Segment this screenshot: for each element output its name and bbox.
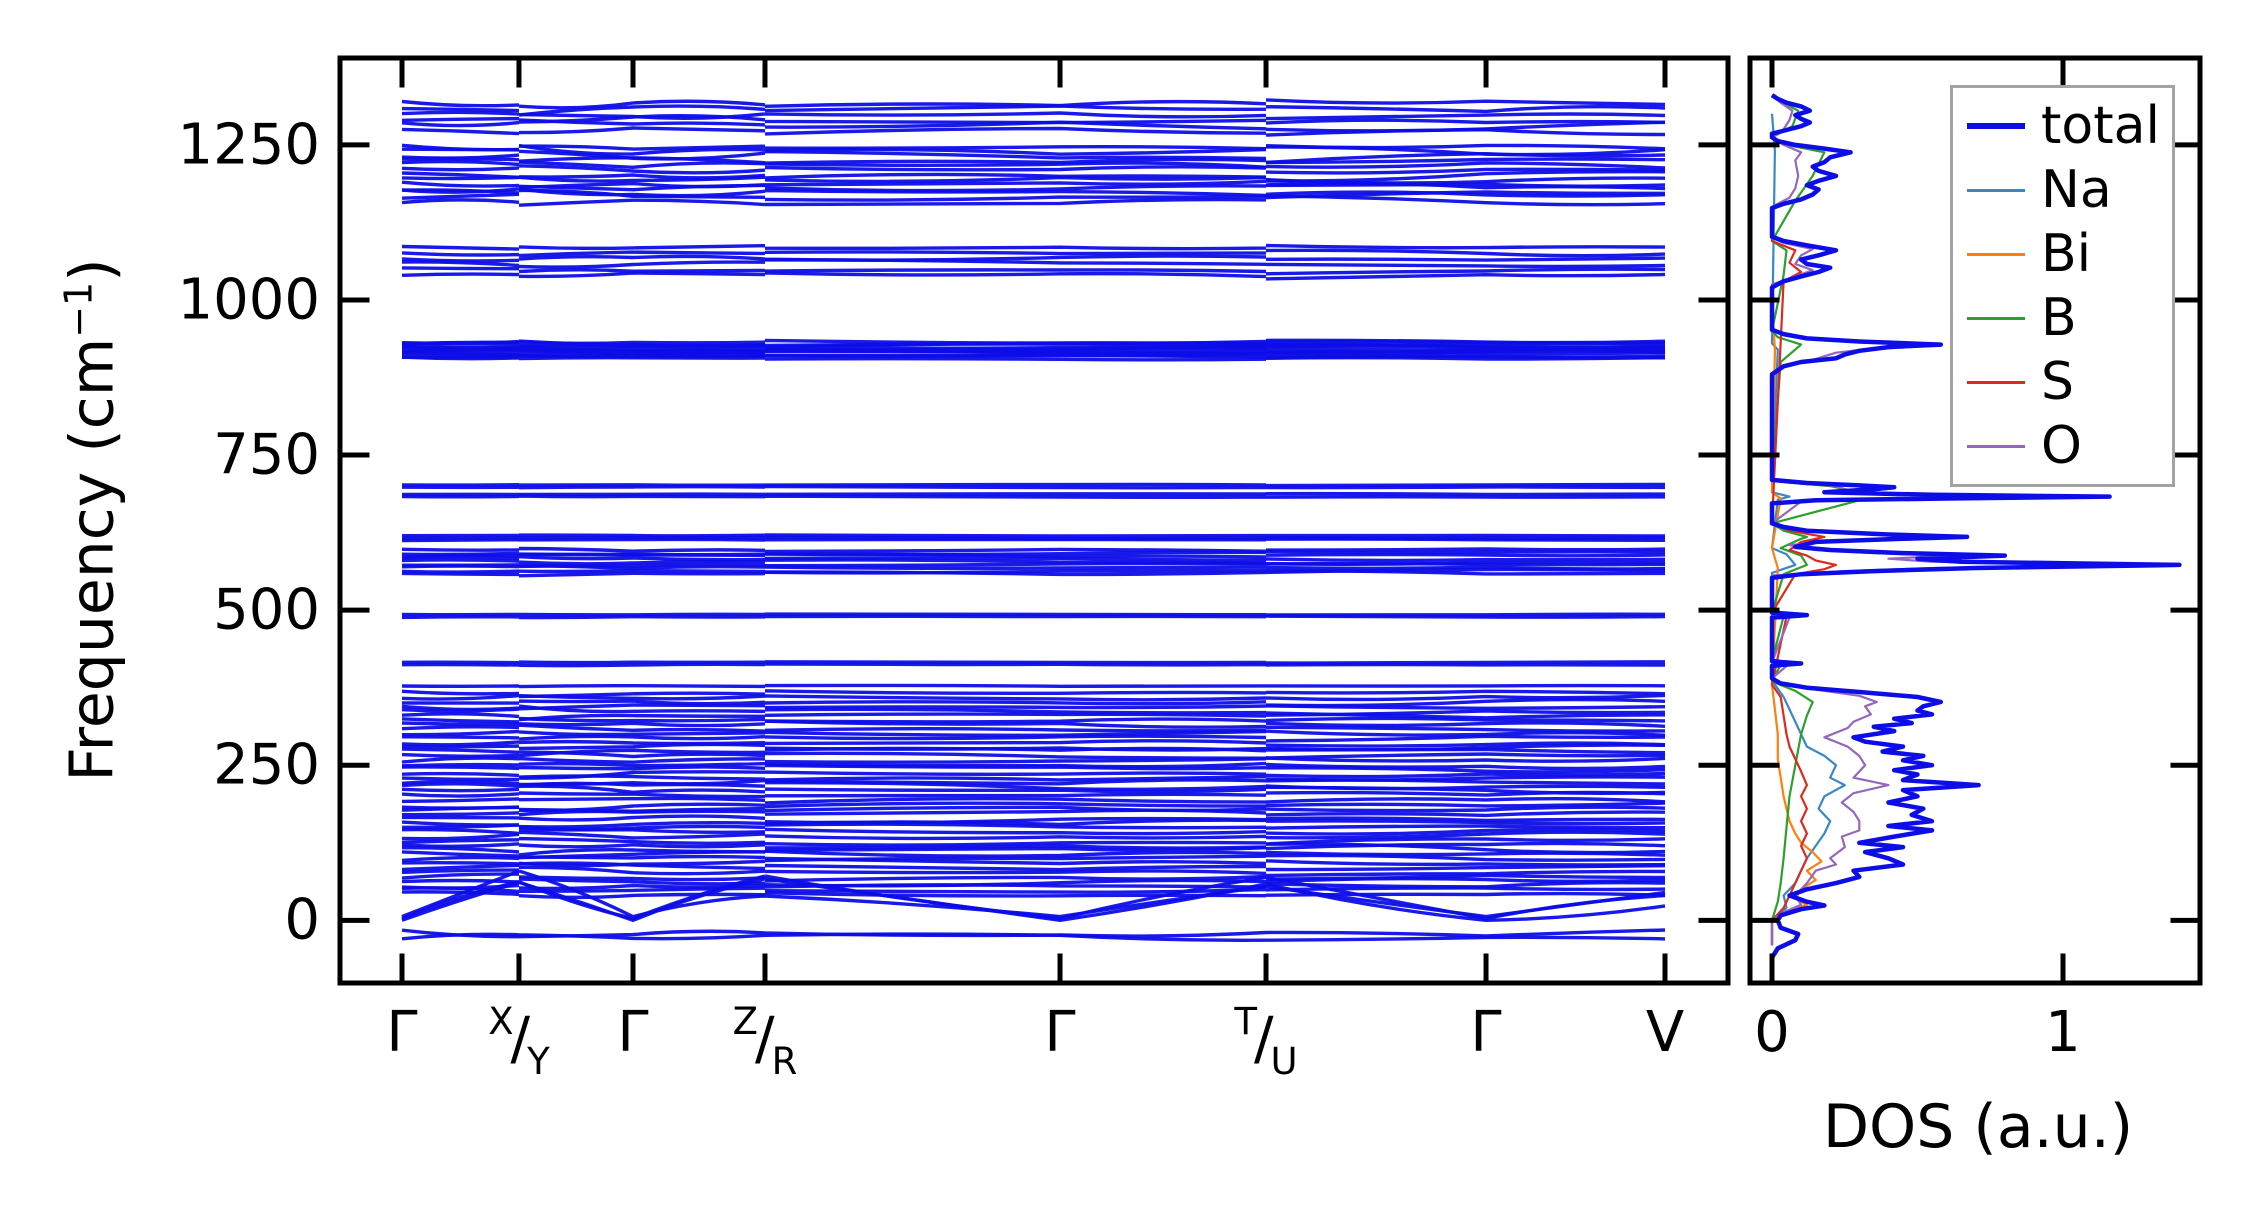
legend-item-total: total <box>1967 100 2172 152</box>
legend-item-label: O <box>2041 416 2082 476</box>
kpath-label: V <box>1645 1000 1685 1065</box>
phonon-band-lines <box>401 98 1666 942</box>
legend-item-B: B <box>1967 292 2172 344</box>
kpath-label: Z/R <box>732 1000 798 1083</box>
y-axis-label: Frequency (cm−1) <box>57 258 128 781</box>
legend-item-S: S <box>1967 356 2172 408</box>
kpath-label: Γ <box>1470 1000 1502 1065</box>
kpath-label: X/Y <box>488 1000 550 1083</box>
legend-item-Na: Na <box>1967 164 2172 216</box>
kpath-label: Γ <box>1044 1000 1076 1065</box>
y-tick-label: 500 <box>213 577 320 643</box>
y-tick-label: 250 <box>213 732 320 798</box>
legend-line-sample <box>1967 252 2025 256</box>
legend-line-sample <box>1967 188 2025 192</box>
kpath-label: T/U <box>1234 1000 1298 1083</box>
y-tick-label: 1250 <box>177 112 320 178</box>
legend-line-sample <box>1967 316 2025 320</box>
legend-line-sample <box>1967 380 2025 384</box>
legend-line-sample <box>1967 444 2025 448</box>
legend-item-Bi: Bi <box>1967 228 2172 280</box>
legend-line-sample <box>1967 123 2025 129</box>
dos-axis-label: DOS (a.u.) <box>1822 1092 2134 1162</box>
dos-panel-frame <box>1747 55 2203 986</box>
axes-spines-and-ticks <box>337 55 2203 986</box>
y-tick-label: 750 <box>213 422 320 488</box>
legend-item-O: O <box>1967 420 2172 472</box>
legend-item-label: B <box>2041 288 2077 348</box>
legend-item-label: Na <box>2041 160 2112 220</box>
dos-tick-label: 0 <box>1754 1000 1790 1065</box>
y-tick-label: 0 <box>284 887 320 953</box>
dos-curve-total <box>1769 93 2182 959</box>
y-tick-label: 1000 <box>177 267 320 333</box>
band-panel-frame <box>337 55 1731 986</box>
dos-curves <box>1769 93 2182 959</box>
legend: total Na Bi B S O <box>1950 85 2175 487</box>
dos-tick-label: 1 <box>2045 1000 2081 1065</box>
legend-item-label: total <box>2041 96 2160 156</box>
legend-item-label: S <box>2041 352 2075 412</box>
kpath-label: Γ <box>617 1000 649 1065</box>
y-axis-label-superscript: −1 <box>56 281 101 338</box>
kpath-label: Γ <box>386 1000 418 1065</box>
legend-item-label: Bi <box>2041 224 2092 284</box>
y-axis-label-text: Frequency (cm <box>57 337 128 782</box>
